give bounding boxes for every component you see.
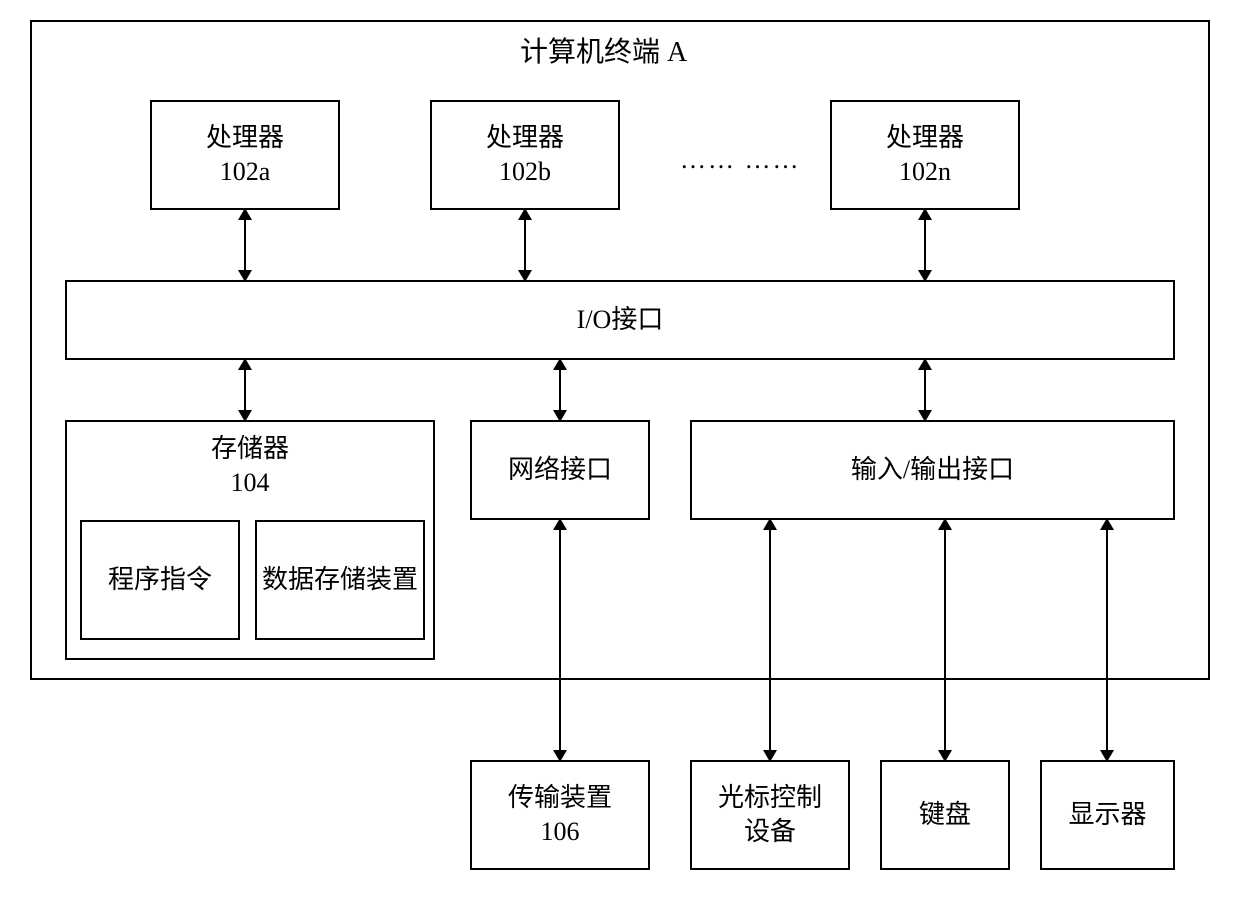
processor-ellipsis: …… …… [680,145,801,175]
processor-102a: 处理器 102a [150,100,340,210]
io-interface: 输入/输出接口 [690,420,1175,520]
device-label: 传输装置 [508,781,612,815]
display-device: 显示器 [1040,760,1175,870]
device-label: 显示器 [1068,798,1146,832]
outer-title: 计算机终端 A [520,30,687,70]
processor-label: 处理器 [206,121,284,155]
io-bus-label: I/O接口 [577,303,664,337]
arrow [559,520,561,760]
network-interface: 网络接口 [470,420,650,520]
diagram-canvas: 计算机终端 A 处理器 102a 处理器 102b 处理器 102n …… ……… [0,0,1240,902]
io-interface-label: 输入/输出接口 [851,453,1014,487]
memory-label: 存储器 [211,432,289,466]
device-label: 键盘 [919,798,971,832]
memory-id: 104 [231,466,270,500]
processor-id: 102a [220,155,271,189]
arrow [559,360,561,420]
cursor-control-device: 光标控制 设备 [690,760,850,870]
arrow [244,210,246,280]
processor-id: 102b [499,155,551,189]
transmission-device: 传输装置 106 [470,760,650,870]
processor-label: 处理器 [486,121,564,155]
arrow [524,210,526,280]
device-label: 光标控制 设备 [718,781,822,849]
keyboard-device: 键盘 [880,760,1010,870]
arrow [924,210,926,280]
memory-sub-label: 程序指令 [108,563,212,597]
processor-102b: 处理器 102b [430,100,620,210]
processor-label: 处理器 [886,121,964,155]
memory-sub-program: 程序指令 [80,520,240,640]
arrow [244,360,246,420]
network-interface-label: 网络接口 [508,453,612,487]
arrow [1106,520,1108,760]
arrow [924,360,926,420]
arrow [769,520,771,760]
memory-sub-data: 数据存储装置 [255,520,425,640]
memory-sub-label: 数据存储装置 [262,563,418,597]
processor-102n: 处理器 102n [830,100,1020,210]
device-id: 106 [541,815,580,849]
arrow [944,520,946,760]
io-bus: I/O接口 [65,280,1175,360]
processor-id: 102n [899,155,951,189]
